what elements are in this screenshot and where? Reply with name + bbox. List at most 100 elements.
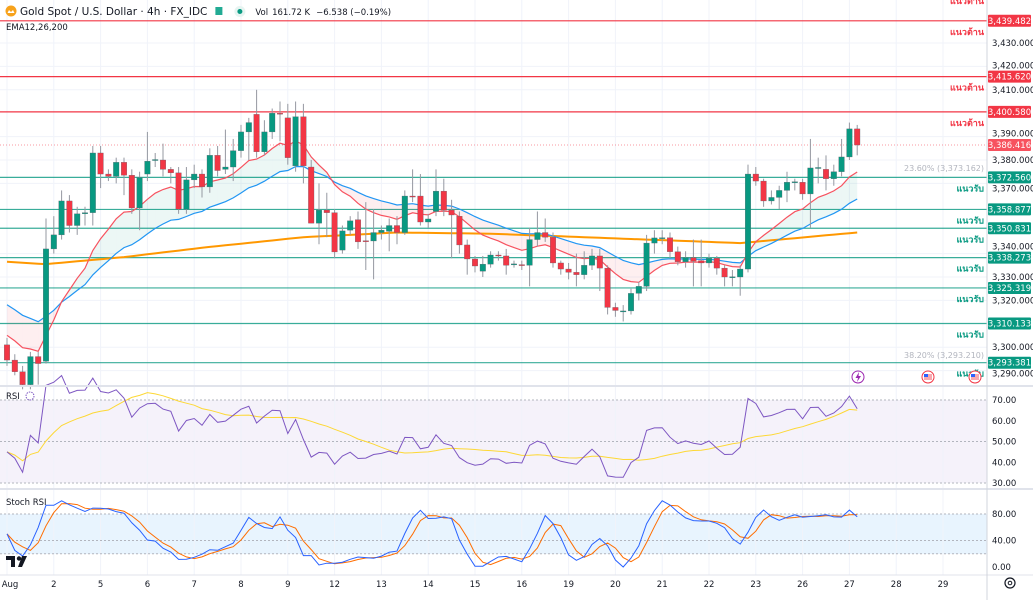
- candle[interactable]: [706, 253, 712, 268]
- candle[interactable]: [830, 164, 837, 186]
- level-price-tag[interactable]: [988, 251, 1031, 264]
- candle[interactable]: [409, 169, 416, 203]
- level-price-tag[interactable]: [988, 203, 1031, 216]
- candle[interactable]: [815, 157, 822, 184]
- candle[interactable]: [284, 103, 291, 165]
- candle[interactable]: [854, 124, 861, 156]
- candle[interactable]: [698, 239, 705, 287]
- candle[interactable]: [253, 89, 260, 158]
- candle[interactable]: [386, 218, 393, 252]
- candle[interactable]: [518, 260, 525, 270]
- candle[interactable]: [308, 160, 315, 224]
- candle[interactable]: [823, 155, 829, 191]
- candle[interactable]: [768, 190, 775, 205]
- candle[interactable]: [175, 167, 182, 214]
- candle[interactable]: [370, 209, 377, 280]
- candle[interactable]: [729, 269, 736, 287]
- candle[interactable]: [511, 260, 517, 268]
- level-price-tag[interactable]: [988, 317, 1031, 330]
- candle[interactable]: [776, 185, 783, 210]
- rsi-pane[interactable]: [0, 374, 987, 484]
- gear-icon[interactable]: [1004, 577, 1016, 589]
- candle[interactable]: [635, 281, 642, 301]
- candle[interactable]: [479, 255, 486, 277]
- candle[interactable]: [222, 129, 229, 175]
- candle[interactable]: [643, 234, 650, 292]
- stoch-title[interactable]: Stoch RSI: [6, 498, 47, 508]
- candle[interactable]: [277, 101, 283, 142]
- candle[interactable]: [58, 190, 65, 240]
- candle[interactable]: [713, 255, 720, 275]
- candle[interactable]: [573, 253, 580, 287]
- candle[interactable]: [612, 302, 619, 317]
- candle[interactable]: [550, 232, 556, 268]
- candle[interactable]: [721, 265, 728, 287]
- candle[interactable]: [89, 145, 96, 226]
- tradingview-logo[interactable]: [6, 556, 27, 567]
- candle[interactable]: [292, 101, 299, 172]
- candle[interactable]: [74, 206, 81, 235]
- candle[interactable]: [128, 169, 135, 214]
- candle[interactable]: [456, 211, 463, 254]
- candle[interactable]: [620, 305, 627, 322]
- symbol-title[interactable]: Gold Spot / U.S. Dollar · 4h · FX_IDC: [20, 6, 207, 18]
- candle[interactable]: [269, 108, 276, 139]
- level-price-tag[interactable]: [988, 281, 1031, 294]
- candle[interactable]: [300, 103, 307, 184]
- candle[interactable]: [542, 218, 549, 242]
- candle[interactable]: [113, 157, 120, 184]
- candle[interactable]: [206, 148, 213, 193]
- candle[interactable]: [628, 288, 634, 315]
- candle[interactable]: [433, 169, 439, 217]
- candle[interactable]: [245, 117, 252, 160]
- candle[interactable]: [651, 230, 658, 254]
- candle[interactable]: [82, 206, 88, 226]
- candle[interactable]: [425, 213, 432, 228]
- candle[interactable]: [557, 260, 564, 275]
- us-flag-event-icon[interactable]: [968, 370, 982, 384]
- candle[interactable]: [503, 248, 510, 275]
- candle[interactable]: [121, 157, 127, 196]
- candle[interactable]: [27, 351, 34, 390]
- candle[interactable]: [331, 209, 338, 259]
- candle[interactable]: [495, 251, 502, 261]
- level-price-tag[interactable]: [988, 171, 1031, 184]
- candle[interactable]: [791, 178, 798, 191]
- candle[interactable]: [394, 216, 400, 245]
- candle[interactable]: [362, 202, 369, 270]
- indicator-legend[interactable]: EMA12,26,200: [6, 23, 68, 33]
- candle[interactable]: [838, 138, 845, 177]
- candle[interactable]: [35, 351, 42, 385]
- candle[interactable]: [659, 230, 666, 245]
- candle[interactable]: [667, 232, 673, 259]
- level-price-tag[interactable]: [988, 222, 1031, 235]
- candle[interactable]: [238, 124, 244, 158]
- level-price-tag[interactable]: [988, 70, 1031, 83]
- candle[interactable]: [339, 225, 346, 254]
- candle[interactable]: [230, 138, 237, 182]
- candle[interactable]: [472, 255, 478, 273]
- candle[interactable]: [97, 145, 104, 189]
- candle[interactable]: [183, 167, 190, 214]
- level-price-tag[interactable]: [988, 14, 1031, 27]
- candle[interactable]: [160, 143, 166, 177]
- us-flag-event-icon[interactable]: [921, 370, 935, 384]
- candle[interactable]: [565, 262, 572, 280]
- candle[interactable]: [136, 171, 143, 231]
- candle[interactable]: [152, 152, 159, 168]
- candle[interactable]: [4, 337, 10, 366]
- candle[interactable]: [261, 120, 268, 156]
- candle[interactable]: [487, 251, 494, 268]
- rsi-title[interactable]: RSI: [6, 392, 20, 402]
- time-axis[interactable]: Aug 2 5 6 7 8 9 12 13 14 15 16 19 20 21 22 23 26 27 28 29: [2, 580, 949, 590]
- candle[interactable]: [448, 199, 455, 259]
- candle[interactable]: [737, 265, 744, 296]
- candle[interactable]: [807, 138, 814, 228]
- candle[interactable]: [604, 265, 611, 315]
- candle[interactable]: [581, 251, 588, 280]
- candle[interactable]: [167, 167, 174, 184]
- candle[interactable]: [199, 169, 205, 198]
- candle[interactable]: [784, 171, 790, 203]
- candle[interactable]: [347, 216, 354, 235]
